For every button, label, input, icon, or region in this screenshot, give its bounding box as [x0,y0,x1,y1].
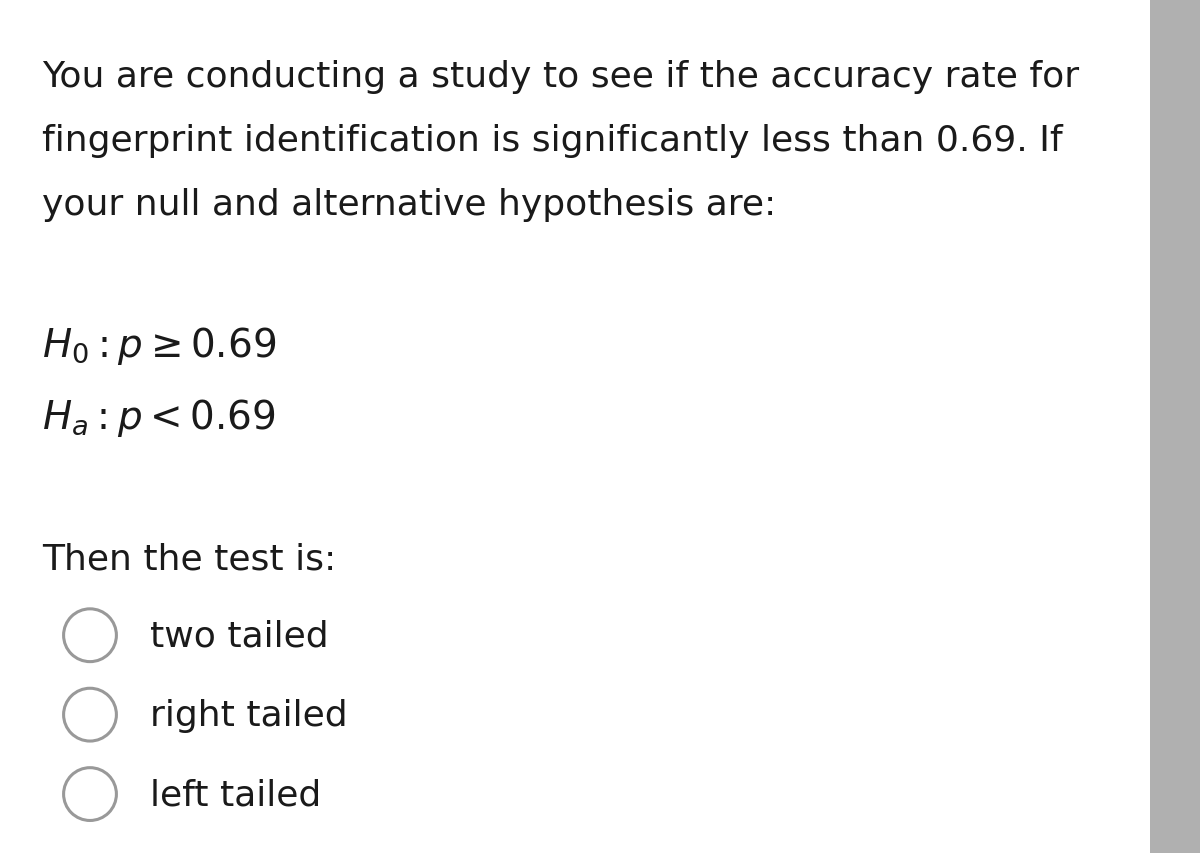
Text: You are conducting a study to see if the accuracy rate for: You are conducting a study to see if the… [42,60,1079,94]
Text: right tailed: right tailed [150,698,348,732]
Text: left tailed: left tailed [150,777,322,811]
Bar [1150,0,1200,853]
Text: your null and alternative hypothesis are:: your null and alternative hypothesis are… [42,188,776,222]
Text: two tailed: two tailed [150,618,329,653]
Text: $H_0: p \geq 0.69$: $H_0: p \geq 0.69$ [42,324,276,366]
Text: $H_a: p < 0.69$: $H_a: p < 0.69$ [42,397,276,438]
Text: fingerprint identification is significantly less than 0.69. If: fingerprint identification is significan… [42,124,1063,158]
Text: Then the test is:: Then the test is: [42,542,336,576]
